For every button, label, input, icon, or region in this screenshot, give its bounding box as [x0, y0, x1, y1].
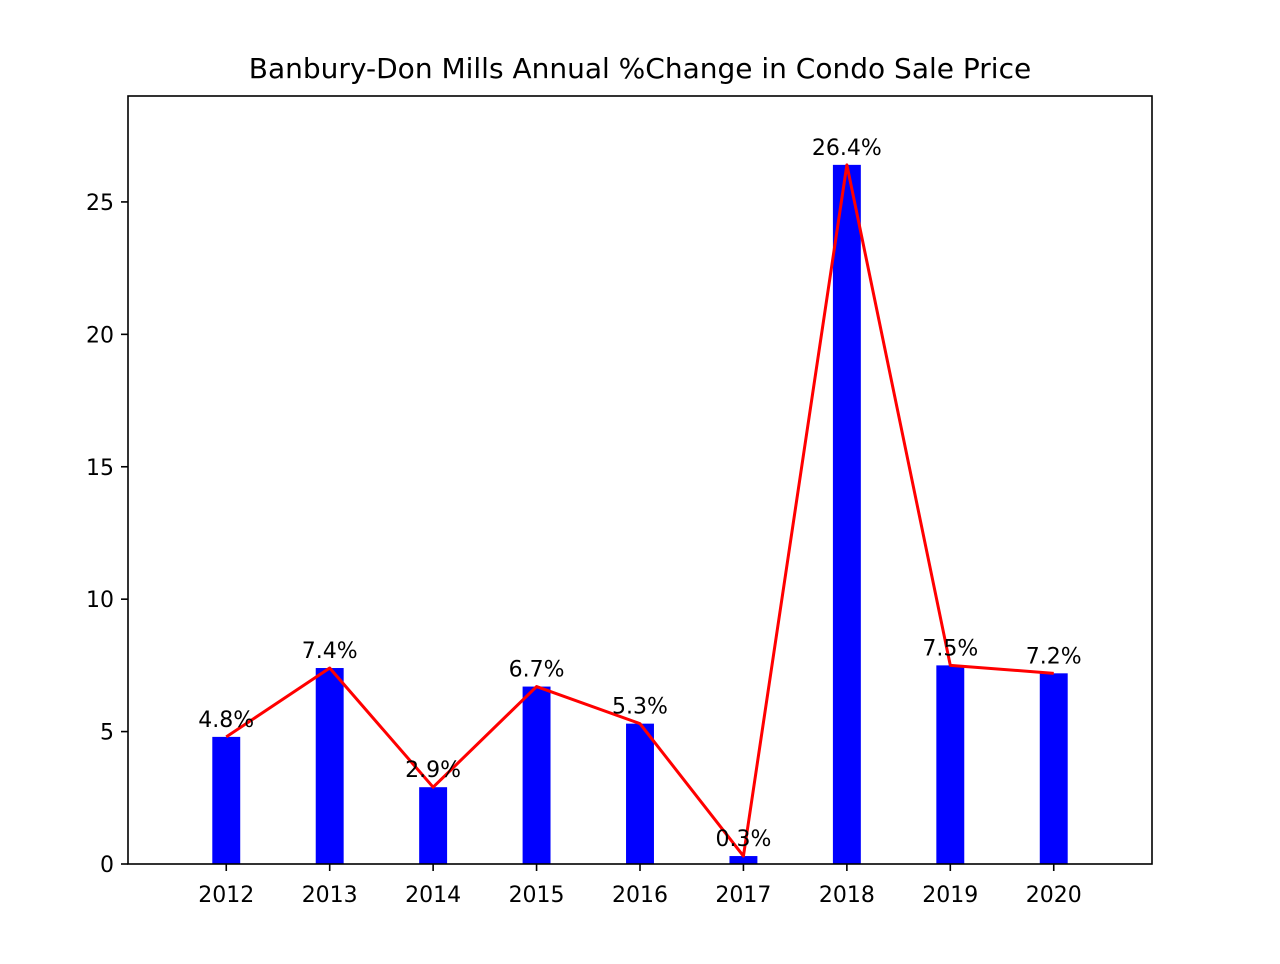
bar-2020	[1039, 673, 1068, 864]
y-tick-label: 15	[86, 456, 114, 481]
data-label-2020: 7.2%	[1026, 644, 1082, 669]
bar-2018	[832, 164, 861, 865]
bar-2017	[729, 856, 758, 864]
bar-2019	[936, 665, 965, 864]
x-axis: 2012 2013 2014 2015 2016 2017 2018 2019 2020	[198, 864, 1082, 908]
data-label-2017: 0.3%	[715, 827, 771, 852]
y-tick-label: 25	[86, 191, 114, 216]
x-tick-label-2012: 2012	[198, 883, 254, 908]
chart-title: Banbury-Don Mills Annual %Change in Cond…	[249, 52, 1031, 85]
trend-line	[225, 163, 1054, 858]
x-tick-label-2020: 2020	[1026, 883, 1082, 908]
y-tick-label: 10	[86, 588, 114, 613]
bar-2014	[419, 787, 448, 864]
plot-frame	[127, 95, 1153, 865]
data-label-2018: 26.4%	[812, 136, 882, 161]
data-label-2019: 7.5%	[922, 636, 978, 661]
x-tick-label-2016: 2016	[612, 883, 668, 908]
x-tick-label-2019: 2019	[922, 883, 978, 908]
y-tick-label: 5	[100, 721, 114, 746]
data-label-2012: 4.8%	[198, 708, 254, 733]
data-label-2014: 2.9%	[405, 758, 461, 783]
bar-2015	[522, 686, 551, 864]
x-tick-label-2015: 2015	[509, 883, 565, 908]
trend-line-layer	[225, 163, 1054, 858]
y-axis: 0 5 10 15 20 25	[86, 191, 128, 878]
x-tick-label-2017: 2017	[715, 883, 771, 908]
data-labels-layer: 4.8% 7.4% 2.9% 6.7% 5.3% 0.3% 26.4% 7.5% 7.2%	[198, 136, 1081, 852]
x-tick-label-2014: 2014	[405, 883, 461, 908]
x-tick-label-2018: 2018	[819, 883, 875, 908]
data-label-2015: 6.7%	[509, 658, 565, 683]
bar-2013	[315, 668, 344, 864]
bars-layer	[212, 164, 1068, 865]
y-tick-label: 0	[100, 853, 114, 878]
x-tick-label-2013: 2013	[302, 883, 358, 908]
data-label-2016: 5.3%	[612, 695, 668, 720]
data-label-2013: 7.4%	[302, 639, 358, 664]
bar-2016	[626, 723, 654, 864]
bar-2012	[212, 736, 241, 864]
y-tick-label: 20	[86, 323, 114, 348]
